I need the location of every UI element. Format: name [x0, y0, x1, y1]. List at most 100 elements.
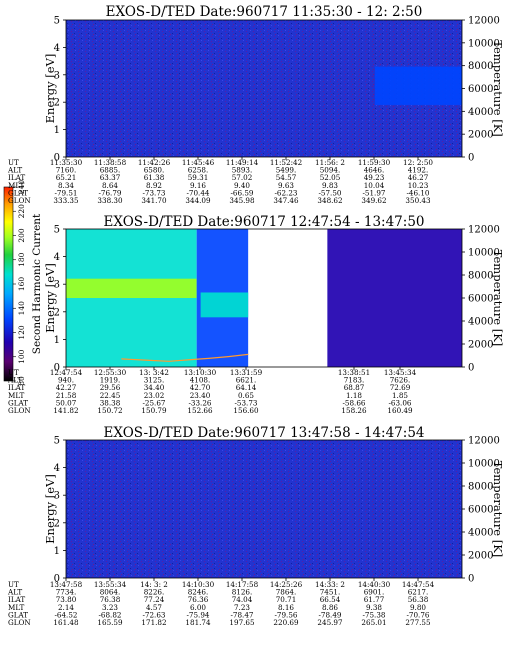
- colorbar-tick-label: 100: [17, 349, 26, 364]
- y-tick-label: 0: [54, 153, 60, 164]
- ephemeris-value: 73.80: [56, 595, 77, 604]
- ephemeris-value: 8064.: [100, 588, 121, 597]
- ephemeris-value: 8246.: [188, 588, 209, 597]
- y2-tick-label: 12000: [468, 436, 500, 447]
- ephemeris-value: -75.94: [186, 610, 209, 619]
- ephemeris-value: 4108.: [190, 376, 211, 385]
- ephemeris-value: 13: 3:42: [139, 368, 169, 377]
- y-tick-label: 0: [54, 363, 60, 374]
- ephemeris-value: -73.73: [142, 188, 165, 197]
- y-tick-label: 4: [54, 43, 60, 54]
- ephemeris-value: -58.66: [342, 398, 365, 407]
- ephemeris-value: 4192.: [408, 166, 429, 175]
- ephemeris-value: 66.54: [320, 595, 341, 604]
- ephemeris-value: 63.37: [100, 173, 121, 182]
- colorbar-gradient: [3, 186, 14, 382]
- ephemeris-value: 4646.: [364, 166, 385, 175]
- y2-tick-label: 10000: [468, 248, 500, 259]
- y2-tick-label: 8000: [468, 61, 493, 72]
- ephemeris-value: 34.40: [144, 383, 165, 392]
- ephemeris-value: 347.46: [273, 196, 299, 205]
- y2-tick-label: 4000: [468, 107, 493, 118]
- ephemeris-value: 348.62: [317, 196, 342, 205]
- ephemeris-value: 14:17:58: [226, 580, 259, 589]
- ephemeris-value: 14:40:30: [358, 580, 391, 589]
- ephemeris-value: 2.14: [58, 603, 74, 612]
- ephemeris-value: 56.38: [408, 595, 429, 604]
- ephemeris-value: 3125.: [144, 376, 165, 385]
- ephemeris-value: 13:10:30: [184, 368, 217, 377]
- ephemeris-value: 1.85: [392, 391, 408, 400]
- y-tick-label: 3: [54, 491, 60, 502]
- ephemeris-value: 6580.: [144, 166, 165, 175]
- heatmap-region: [374, 66, 462, 105]
- ephemeris-value: 11:52:42: [270, 158, 302, 167]
- ephemeris-value: 11:35:30: [50, 158, 83, 167]
- colorbar-label: Second Harmonic Current: [31, 213, 43, 354]
- ephemeris-value: 171.82: [141, 618, 166, 627]
- y-axis-label: Energy [eV]: [43, 474, 57, 544]
- y2-tick-label: 4000: [468, 528, 493, 539]
- ephemeris-value: 338.30: [97, 196, 123, 205]
- ephemeris-value: 70.71: [276, 595, 297, 604]
- ephemeris-value: 68.87: [344, 383, 365, 392]
- ephemeris-value: 61.38: [144, 173, 165, 182]
- ephemeris-value: 7183.: [344, 376, 365, 385]
- ephemeris-value: 7626.: [390, 376, 411, 385]
- ephemeris-value: 5499.: [276, 166, 297, 175]
- ephemeris-value: 14:47:54: [402, 580, 435, 589]
- ephemeris-value: 1919.: [100, 376, 121, 385]
- ephemeris-value: 59.31: [188, 173, 209, 182]
- y-tick-label: 5: [54, 16, 60, 27]
- ephemeris-value: 9.83: [322, 181, 338, 190]
- ephemeris-value: 6.00: [190, 603, 206, 612]
- ephemeris-value: 350.43: [405, 196, 431, 205]
- ephemeris-value: 22.45: [100, 391, 121, 400]
- ephemeris-value: 9.40: [234, 181, 250, 190]
- y-tick-label: 1: [54, 125, 60, 136]
- y2-tick-label: 0: [468, 153, 474, 164]
- ephemeris-value: 8.64: [102, 181, 118, 190]
- y2-tick-label: 12000: [468, 16, 500, 27]
- y2-tick-label: 8000: [468, 482, 493, 493]
- ephemeris-value: -78.49: [318, 610, 341, 619]
- ephemeris-value: -68.82: [98, 610, 121, 619]
- ephemeris-value: 49.23: [364, 173, 385, 182]
- ephemeris-value: 8.92: [146, 181, 162, 190]
- ephemeris-value: 8.16: [278, 603, 294, 612]
- temperature-line: [121, 353, 249, 362]
- panel-title: EXOS-D/TED Date:960717 12:47:54 - 13:47:…: [103, 214, 424, 230]
- ephemeris-value: 197.65: [229, 618, 255, 627]
- y-axis-label: Energy [eV]: [43, 54, 57, 124]
- ephemeris-value: 23.02: [144, 391, 165, 400]
- y2-tick-label: 12000: [468, 225, 500, 236]
- ephemeris-value: 14: 3: 2: [140, 580, 168, 589]
- ephemeris-value: 14:33: 2: [315, 580, 345, 589]
- y2-tick-label: 6000: [468, 84, 493, 95]
- y2-axis-label: Temperature [K]: [491, 461, 505, 558]
- ephemeris-value: 181.74: [185, 618, 211, 627]
- ephemeris-value: 42.70: [190, 383, 211, 392]
- ephemeris-row-label: GLON: [8, 406, 31, 415]
- heatmap-region: [66, 278, 197, 298]
- ephemeris-value: 13:38:51: [338, 368, 370, 377]
- ephemeris-value: 4.57: [146, 603, 162, 612]
- ephemeris-value: 5893.: [232, 166, 253, 175]
- colorbar-tick-label: 140: [17, 301, 26, 316]
- ephemeris-value: 10.04: [364, 181, 385, 190]
- chart-panel-3: EXOS-D/TED Date:960717 13:47:58 - 14:47:…: [7, 425, 505, 627]
- y-tick-label: 4: [54, 463, 60, 474]
- y2-tick-label: 2000: [468, 340, 493, 351]
- ephemeris-value: 12:55:30: [94, 368, 127, 377]
- ephemeris-value: -64.52: [54, 610, 77, 619]
- ephemeris-value: 64.14: [236, 383, 257, 392]
- ephemeris-value: 6621.: [236, 376, 257, 385]
- colorbar-tick-label: 160: [17, 277, 26, 292]
- ephemeris-value: 9.16: [190, 181, 206, 190]
- ephemeris-value: 65.21: [56, 173, 77, 182]
- ephemeris-value: 13:47:58: [50, 580, 83, 589]
- colorbar: 80 100 120 140 160 180 200 220 240 Second Harmoni…: [3, 180, 43, 386]
- ephemeris-value: 61.77: [364, 595, 385, 604]
- y-tick-label: 0: [54, 574, 60, 585]
